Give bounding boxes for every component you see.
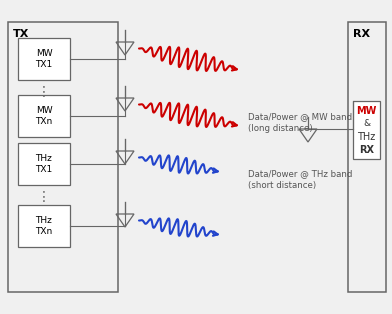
Bar bbox=[18, 95, 70, 137]
Text: RX: RX bbox=[359, 145, 374, 155]
Text: ⋮: ⋮ bbox=[37, 190, 51, 204]
Bar bbox=[18, 38, 70, 80]
Text: MW
TXn: MW TXn bbox=[35, 106, 53, 126]
Bar bbox=[8, 22, 118, 292]
Text: TX: TX bbox=[13, 29, 29, 39]
Text: ⋮: ⋮ bbox=[37, 85, 51, 99]
Text: THz
TXn: THz TXn bbox=[35, 216, 53, 236]
Text: THz: THz bbox=[358, 132, 376, 142]
Text: Data/Power @ MW band
(long distance): Data/Power @ MW band (long distance) bbox=[248, 112, 352, 133]
Bar bbox=[18, 205, 70, 247]
Bar bbox=[348, 22, 386, 292]
Text: &: & bbox=[363, 120, 370, 128]
Text: THz
TX1: THz TX1 bbox=[35, 154, 53, 174]
Text: MW: MW bbox=[356, 106, 377, 116]
Text: Data/Power @ THz band
(short distance): Data/Power @ THz band (short distance) bbox=[248, 169, 352, 190]
Bar bbox=[353, 101, 380, 159]
Text: RX: RX bbox=[353, 29, 370, 39]
Text: MW
TX1: MW TX1 bbox=[35, 49, 53, 69]
Bar bbox=[18, 143, 70, 185]
